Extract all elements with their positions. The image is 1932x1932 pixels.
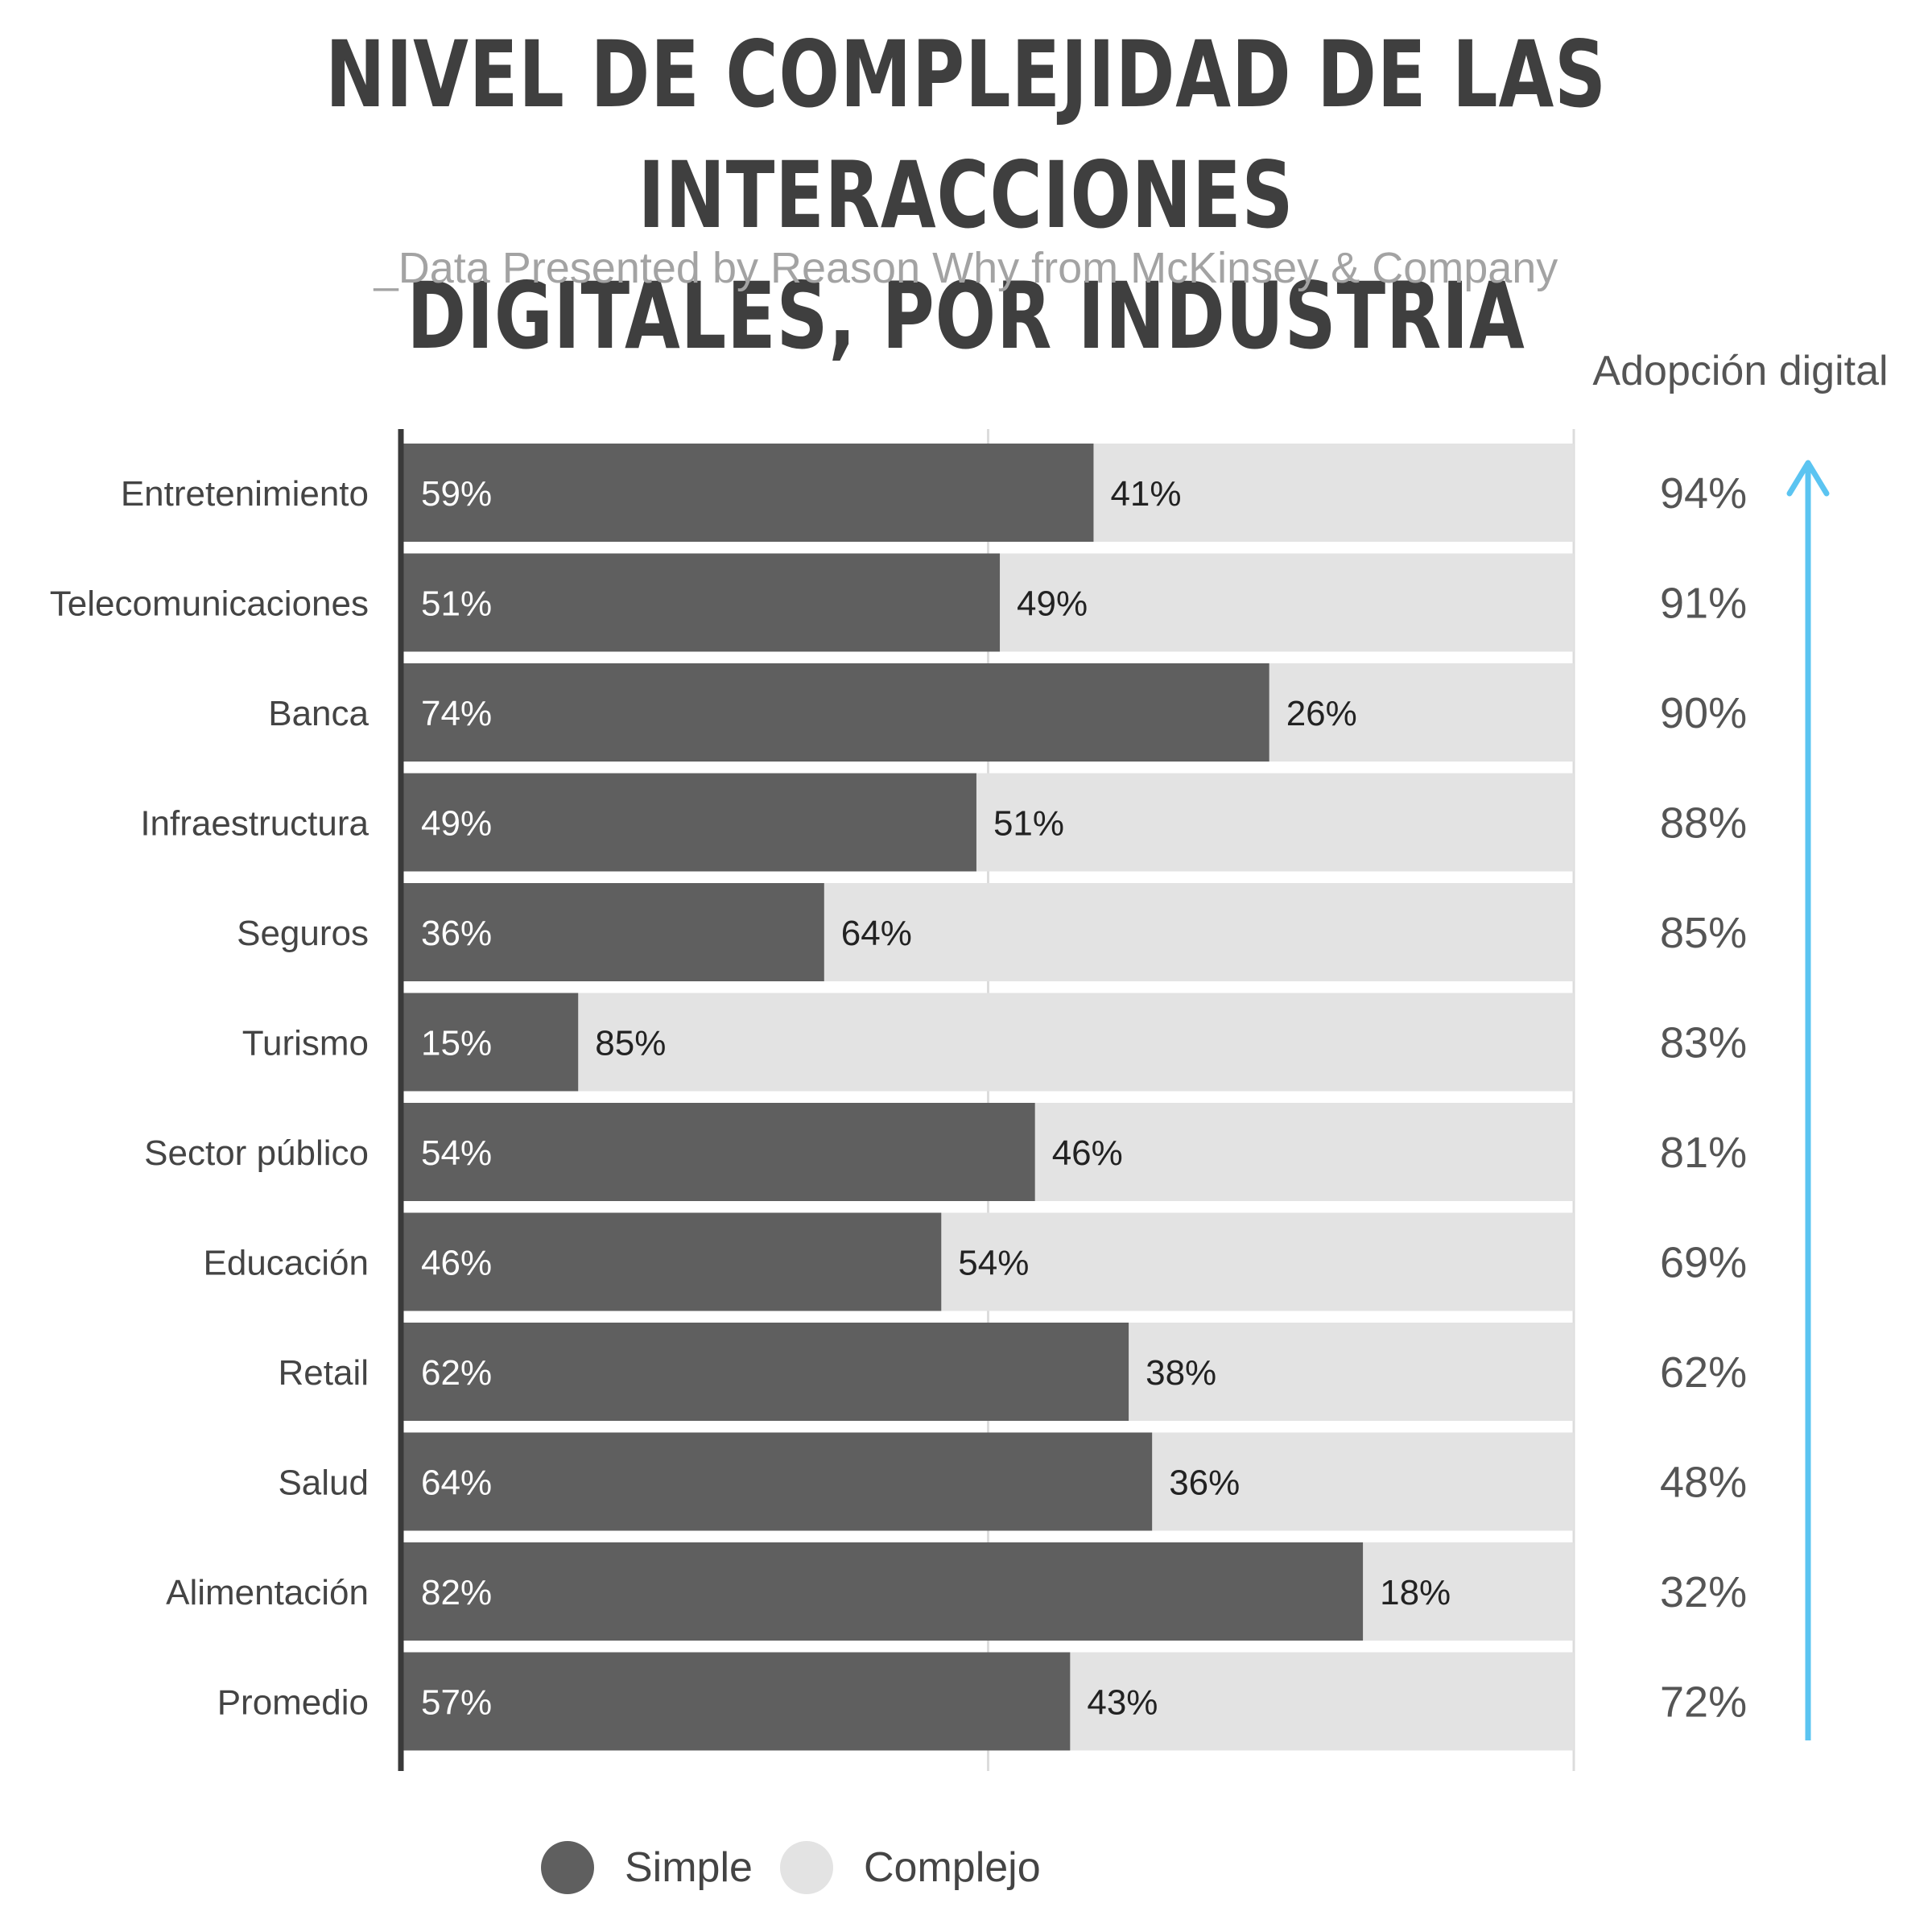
adoption-value: 69% (1660, 1239, 1747, 1287)
adoption-value: 83% (1660, 1019, 1747, 1067)
category-label: Turismo (242, 1024, 369, 1063)
bar-complex (1000, 553, 1574, 652)
data-label-complex: 49% (1017, 584, 1088, 624)
bar-complex (941, 1212, 1574, 1311)
data-label-simple: 46% (421, 1244, 492, 1283)
chart-subtitle: _Data Presented by Reason Why from McKin… (374, 244, 1558, 292)
bar-simple (402, 444, 1094, 542)
bar-simple (402, 1432, 1153, 1531)
data-label-complex: 41% (1110, 474, 1181, 514)
category-label: Seguros (237, 914, 369, 953)
bar-simple (402, 553, 1001, 652)
adoption-value: 91% (1660, 580, 1747, 628)
bar-complex (1363, 1542, 1574, 1641)
bar-simple (402, 1652, 1071, 1751)
bar-simple (402, 993, 579, 1092)
category-label: Salud (278, 1463, 369, 1503)
data-label-simple: 57% (421, 1683, 492, 1723)
category-label: Banca (268, 694, 369, 733)
data-label-complex: 38% (1146, 1353, 1216, 1393)
data-label-complex: 36% (1169, 1463, 1240, 1503)
bar-simple (402, 1323, 1129, 1421)
bar-simple (402, 1542, 1364, 1641)
adoption-value: 32% (1660, 1568, 1747, 1616)
category-label: Retail (279, 1353, 369, 1393)
category-label: Entretenimiento (121, 474, 369, 514)
bar-complex (824, 883, 1574, 981)
data-label-simple: 49% (421, 804, 492, 844)
legend-label-complex: Complejo (864, 1844, 1041, 1891)
category-label: Sector público (144, 1133, 369, 1173)
data-label-simple: 74% (421, 694, 492, 733)
bar-complex (1093, 444, 1574, 542)
chart-title-line-1: NIVEL DE COMPLEJIDAD DE LAS INTERACCIONE… (325, 21, 1607, 249)
adoption-value: 85% (1660, 909, 1747, 957)
chart-title-line-2: DIGITALES, POR INDUSTRIA (407, 262, 1525, 369)
data-label-simple: 64% (421, 1463, 492, 1503)
data-label-complex: 18% (1380, 1573, 1451, 1612)
bar-simple (402, 773, 976, 872)
data-label-simple: 59% (421, 474, 492, 514)
data-label-simple: 36% (421, 914, 492, 953)
adoption-value: 72% (1660, 1678, 1747, 1727)
data-label-complex: 64% (841, 914, 912, 953)
bar-complex (1269, 663, 1574, 762)
category-label: Promedio (217, 1683, 369, 1723)
adoption-value: 94% (1660, 469, 1747, 518)
adoption-arrow-icon (1786, 460, 1830, 497)
bar-complex (578, 993, 1574, 1092)
category-label: Telecomunicaciones (50, 584, 369, 624)
adoption-value: 88% (1660, 799, 1747, 848)
bar-complex (1129, 1323, 1574, 1421)
category-label: Educación (204, 1244, 369, 1283)
adoption-header: Adopción digital (1592, 348, 1888, 394)
data-label-simple: 82% (421, 1573, 492, 1612)
bar-complex (1152, 1432, 1574, 1531)
bar-simple (402, 1212, 942, 1311)
category-label: Infraestructura (140, 804, 369, 844)
adoption-value: 62% (1660, 1348, 1747, 1397)
legend-label-simple: Simple (625, 1844, 753, 1891)
data-label-complex: 54% (958, 1244, 1029, 1283)
data-label-simple: 51% (421, 584, 492, 624)
data-label-complex: 85% (595, 1024, 666, 1063)
bar-complex (1070, 1652, 1574, 1751)
data-label-complex: 46% (1052, 1133, 1123, 1173)
bar-complex (1034, 1103, 1574, 1201)
adoption-value: 48% (1660, 1459, 1747, 1507)
adoption-value: 90% (1660, 689, 1747, 737)
data-label-complex: 43% (1087, 1683, 1158, 1723)
bar-simple (402, 1103, 1035, 1201)
bar-complex (976, 773, 1574, 872)
bar-simple (402, 883, 824, 981)
data-label-complex: 51% (993, 804, 1064, 844)
legend-swatch-complex (780, 1841, 833, 1894)
data-label-simple: 62% (421, 1353, 492, 1393)
legend-swatch-simple (541, 1841, 594, 1894)
chart-title: NIVEL DE COMPLEJIDAD DE LAS INTERACCIONE… (213, 14, 1719, 377)
bar-simple (402, 663, 1269, 762)
adoption-value: 81% (1660, 1129, 1747, 1177)
data-label-simple: 15% (421, 1024, 492, 1063)
data-label-simple: 54% (421, 1133, 492, 1173)
category-label: Alimentación (166, 1573, 369, 1612)
data-label-complex: 26% (1286, 694, 1357, 733)
